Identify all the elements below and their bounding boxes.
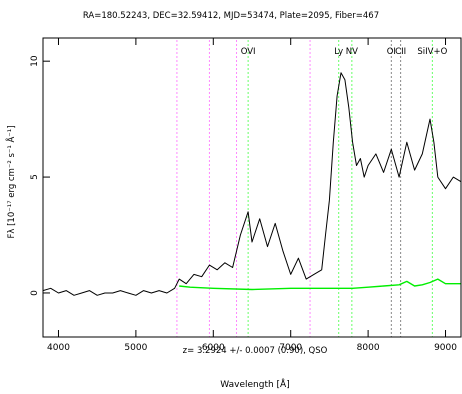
chart-title: RA=180.52243, DEC=32.59412, MJD=53474, P… xyxy=(83,11,379,21)
plot-frame xyxy=(42,37,462,338)
spectral-line-label-9: SiIV+O xyxy=(417,47,447,57)
y-axis-label: Fλ [10⁻¹⁷ erg cm⁻² s⁻¹ Å⁻¹] xyxy=(5,125,17,238)
redshift-annotation: z= 3.2924 +/- 0.0007 (0.90), QSO xyxy=(183,346,328,356)
spectral-line-label-8: CII xyxy=(395,47,406,57)
y-tick-label-1: 5 xyxy=(30,174,40,180)
y-tick-label-0: 0 xyxy=(30,290,40,296)
y-tick-label-2: 10 xyxy=(30,55,40,67)
x-tick-label-1: 5000 xyxy=(124,343,147,353)
spectral-line-label-3: OVI xyxy=(241,47,256,57)
plot-series xyxy=(42,72,462,296)
series-line-spectrum xyxy=(42,72,462,296)
x-tick-label-4: 8000 xyxy=(357,343,380,353)
series-line-error xyxy=(179,278,461,291)
x-tick-label-5: 9000 xyxy=(434,343,457,353)
x-axis-label: Wavelength [Å] xyxy=(220,378,289,390)
spectral-line-label-7: OI xyxy=(387,47,396,57)
spectral-lines: OVI Ly NV OI CII SiIV+O xyxy=(176,40,448,337)
axis-ticks: 4000 5000 6000 7000 8000 9000 0 5 10 xyxy=(30,38,457,353)
x-tick-label-0: 4000 xyxy=(47,343,70,353)
spectral-line-label-5: Ly xyxy=(334,47,343,57)
x-tick-label-3: 7000 xyxy=(279,343,302,353)
spectral-line-label-6: NV xyxy=(346,47,358,57)
x-tick-label-2: 6000 xyxy=(202,343,225,353)
